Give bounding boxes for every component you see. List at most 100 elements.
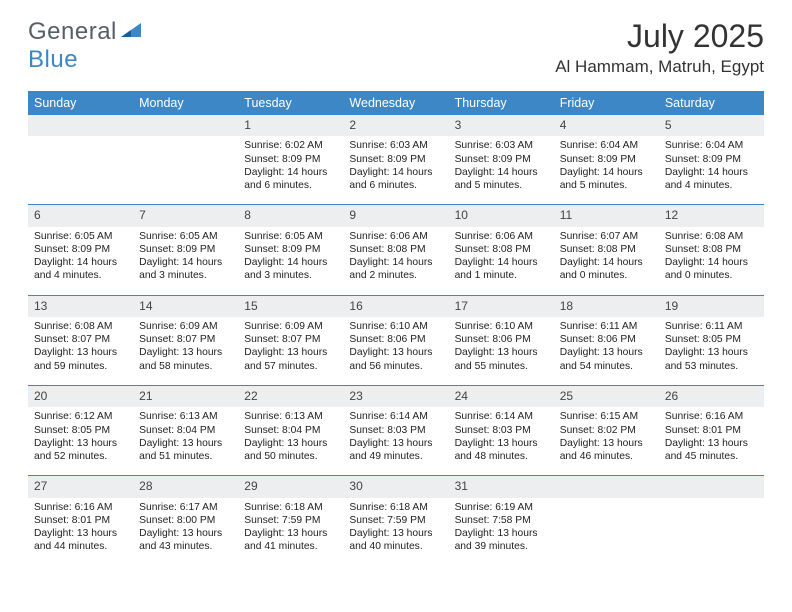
calendar-body: 1Sunrise: 6:02 AMSunset: 8:09 PMDaylight…: [28, 115, 764, 566]
day-number-empty: [659, 476, 764, 497]
daylight-text: Daylight: 14 hours and 6 minutes.: [244, 166, 337, 192]
daylight-text: Daylight: 14 hours and 5 minutes.: [455, 166, 548, 192]
sunrise-text: Sunrise: 6:02 AM: [244, 139, 337, 152]
sunset-text: Sunset: 8:06 PM: [349, 333, 442, 346]
calendar-day: 9Sunrise: 6:06 AMSunset: 8:08 PMDaylight…: [343, 205, 448, 294]
day-details: Sunrise: 6:05 AMSunset: 8:09 PMDaylight:…: [28, 227, 133, 295]
day-details: Sunrise: 6:02 AMSunset: 8:09 PMDaylight:…: [238, 136, 343, 204]
sunset-text: Sunset: 8:03 PM: [455, 424, 548, 437]
sunset-text: Sunset: 8:05 PM: [665, 333, 758, 346]
sunrise-text: Sunrise: 6:05 AM: [139, 230, 232, 243]
calendar-day: 14Sunrise: 6:09 AMSunset: 8:07 PMDayligh…: [133, 296, 238, 385]
sunrise-text: Sunrise: 6:08 AM: [665, 230, 758, 243]
day-details: Sunrise: 6:04 AMSunset: 8:09 PMDaylight:…: [659, 136, 764, 204]
day-number: 13: [28, 296, 133, 317]
day-header-cell: Thursday: [449, 91, 554, 115]
day-number: 9: [343, 205, 448, 226]
sunset-text: Sunset: 8:01 PM: [665, 424, 758, 437]
sunset-text: Sunset: 8:09 PM: [244, 243, 337, 256]
sunset-text: Sunset: 8:09 PM: [244, 153, 337, 166]
title-block: July 2025 Al Hammam, Matruh, Egypt: [555, 18, 764, 77]
daylight-text: Daylight: 14 hours and 4 minutes.: [665, 166, 758, 192]
day-details: Sunrise: 6:10 AMSunset: 8:06 PMDaylight:…: [449, 317, 554, 385]
day-details: Sunrise: 6:09 AMSunset: 8:07 PMDaylight:…: [133, 317, 238, 385]
day-number: 31: [449, 476, 554, 497]
calendar-day: 16Sunrise: 6:10 AMSunset: 8:06 PMDayligh…: [343, 296, 448, 385]
day-number: 19: [659, 296, 764, 317]
day-details: Sunrise: 6:08 AMSunset: 8:07 PMDaylight:…: [28, 317, 133, 385]
day-details: Sunrise: 6:06 AMSunset: 8:08 PMDaylight:…: [449, 227, 554, 295]
daylight-text: Daylight: 13 hours and 57 minutes.: [244, 346, 337, 372]
calendar-day: 2Sunrise: 6:03 AMSunset: 8:09 PMDaylight…: [343, 115, 448, 204]
header: General July 2025 Al Hammam, Matruh, Egy…: [0, 0, 792, 85]
sunrise-text: Sunrise: 6:04 AM: [665, 139, 758, 152]
calendar-week: 20Sunrise: 6:12 AMSunset: 8:05 PMDayligh…: [28, 385, 764, 475]
calendar-day: 1Sunrise: 6:02 AMSunset: 8:09 PMDaylight…: [238, 115, 343, 204]
sunset-text: Sunset: 8:08 PM: [349, 243, 442, 256]
day-number: 5: [659, 115, 764, 136]
day-details: Sunrise: 6:18 AMSunset: 7:59 PMDaylight:…: [238, 498, 343, 566]
daylight-text: Daylight: 13 hours and 55 minutes.: [455, 346, 548, 372]
day-number-empty: [28, 115, 133, 136]
daylight-text: Daylight: 14 hours and 0 minutes.: [560, 256, 653, 282]
day-number: 6: [28, 205, 133, 226]
sunset-text: Sunset: 8:07 PM: [34, 333, 127, 346]
calendar-day-empty: [133, 115, 238, 204]
daylight-text: Daylight: 13 hours and 44 minutes.: [34, 527, 127, 553]
calendar-day: 6Sunrise: 6:05 AMSunset: 8:09 PMDaylight…: [28, 205, 133, 294]
sunrise-text: Sunrise: 6:09 AM: [244, 320, 337, 333]
calendar-day-empty: [659, 476, 764, 565]
sunrise-text: Sunrise: 6:18 AM: [244, 501, 337, 514]
sunrise-text: Sunrise: 6:14 AM: [349, 410, 442, 423]
day-number: 2: [343, 115, 448, 136]
calendar-day: 28Sunrise: 6:17 AMSunset: 8:00 PMDayligh…: [133, 476, 238, 565]
day-details: Sunrise: 6:19 AMSunset: 7:58 PMDaylight:…: [449, 498, 554, 566]
sunset-text: Sunset: 8:08 PM: [560, 243, 653, 256]
calendar-day: 19Sunrise: 6:11 AMSunset: 8:05 PMDayligh…: [659, 296, 764, 385]
sunset-text: Sunset: 8:09 PM: [139, 243, 232, 256]
calendar-day: 17Sunrise: 6:10 AMSunset: 8:06 PMDayligh…: [449, 296, 554, 385]
sunrise-text: Sunrise: 6:07 AM: [560, 230, 653, 243]
daylight-text: Daylight: 14 hours and 4 minutes.: [34, 256, 127, 282]
sunset-text: Sunset: 8:07 PM: [139, 333, 232, 346]
sunrise-text: Sunrise: 6:13 AM: [244, 410, 337, 423]
calendar-day: 8 Sunrise: 6:05 AMSunset: 8:09 PMDaylight…: [238, 205, 343, 294]
day-header-row: SundayMondayTuesdayWednesdayThursdayFrid…: [28, 91, 764, 115]
daylight-text: Daylight: 13 hours and 54 minutes.: [560, 346, 653, 372]
logo-word-blue-wrap: Blue: [28, 46, 78, 74]
calendar-day: 7Sunrise: 6:05 AMSunset: 8:09 PMDaylight…: [133, 205, 238, 294]
day-number: 8: [238, 205, 343, 226]
day-number: 17: [449, 296, 554, 317]
day-header-cell: Friday: [554, 91, 659, 115]
calendar-day: 20Sunrise: 6:12 AMSunset: 8:05 PMDayligh…: [28, 386, 133, 475]
daylight-text: Daylight: 13 hours and 43 minutes.: [139, 527, 232, 553]
sunrise-text: Sunrise: 6:03 AM: [349, 139, 442, 152]
calendar-day-empty: [554, 476, 659, 565]
sunrise-text: Sunrise: 6:19 AM: [455, 501, 548, 514]
daylight-text: Daylight: 14 hours and 3 minutes.: [244, 256, 337, 282]
sunrise-text: Sunrise: 6:05 AM: [244, 230, 337, 243]
day-number: 1: [238, 115, 343, 136]
daylight-text: Daylight: 13 hours and 41 minutes.: [244, 527, 337, 553]
sunrise-text: Sunrise: 6:03 AM: [455, 139, 548, 152]
day-number: 18: [554, 296, 659, 317]
calendar-day: 4Sunrise: 6:04 AMSunset: 8:09 PMDaylight…: [554, 115, 659, 204]
calendar-day: 5Sunrise: 6:04 AMSunset: 8:09 PMDaylight…: [659, 115, 764, 204]
calendar-day-empty: [28, 115, 133, 204]
sunrise-text: Sunrise: 6:16 AM: [34, 501, 127, 514]
calendar-day: 29Sunrise: 6:18 AMSunset: 7:59 PMDayligh…: [238, 476, 343, 565]
calendar-day: 18Sunrise: 6:11 AMSunset: 8:06 PMDayligh…: [554, 296, 659, 385]
calendar-day: 25Sunrise: 6:15 AMSunset: 8:02 PMDayligh…: [554, 386, 659, 475]
sunset-text: Sunset: 8:09 PM: [455, 153, 548, 166]
sunset-text: Sunset: 8:09 PM: [34, 243, 127, 256]
sunset-text: Sunset: 7:59 PM: [244, 514, 337, 527]
day-number: 12: [659, 205, 764, 226]
daylight-text: Daylight: 13 hours and 49 minutes.: [349, 437, 442, 463]
daylight-text: Daylight: 13 hours and 53 minutes.: [665, 346, 758, 372]
sunset-text: Sunset: 8:02 PM: [560, 424, 653, 437]
daylight-text: Daylight: 13 hours and 46 minutes.: [560, 437, 653, 463]
calendar-day: 3Sunrise: 6:03 AMSunset: 8:09 PMDaylight…: [449, 115, 554, 204]
daylight-text: Daylight: 13 hours and 50 minutes.: [244, 437, 337, 463]
sunset-text: Sunset: 8:04 PM: [139, 424, 232, 437]
day-details: Sunrise: 6:07 AMSunset: 8:08 PMDaylight:…: [554, 227, 659, 295]
